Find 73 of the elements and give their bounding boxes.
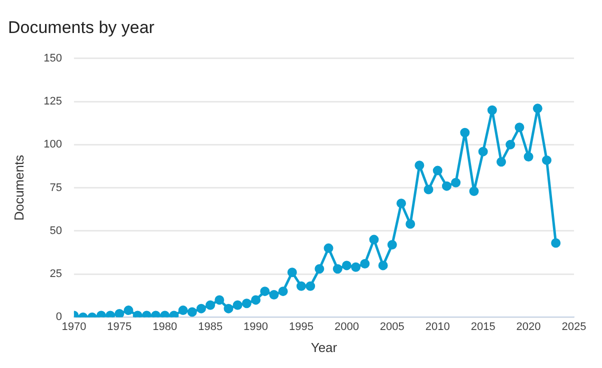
point <box>469 186 479 196</box>
x-axis-title: Year <box>310 340 338 355</box>
point <box>206 300 216 310</box>
point <box>324 243 334 253</box>
point <box>96 310 106 318</box>
point <box>487 105 497 115</box>
point <box>251 295 261 305</box>
x-tick-label: 2025 <box>562 320 586 333</box>
point <box>160 310 170 318</box>
point <box>232 300 242 310</box>
chart-title: Documents by year <box>8 18 155 37</box>
point <box>414 160 424 170</box>
y-axis-title: Documents <box>11 154 26 221</box>
point <box>478 146 488 156</box>
point <box>551 238 561 248</box>
point <box>506 140 516 150</box>
point <box>142 310 152 318</box>
x-tick-label: 2005 <box>380 320 404 333</box>
y-tick-label: 75 <box>50 182 62 194</box>
point <box>260 286 270 296</box>
point <box>106 310 116 318</box>
y-tick-label: 25 <box>50 268 62 280</box>
point <box>369 234 379 244</box>
point <box>460 128 470 138</box>
point <box>332 264 342 274</box>
point <box>151 310 161 318</box>
point <box>532 104 542 114</box>
point <box>196 304 206 314</box>
point <box>514 122 524 132</box>
x-tick-label: 1970 <box>62 320 86 333</box>
y-tick-label: 150 <box>44 52 62 64</box>
y-tick-label: 100 <box>44 138 62 151</box>
point <box>351 262 361 272</box>
point <box>406 219 416 229</box>
x-tick-label: 2000 <box>334 320 359 333</box>
x-tick-label: 2010 <box>425 320 450 333</box>
x-tick-label: 1980 <box>152 320 178 333</box>
point <box>378 260 388 270</box>
point <box>451 178 461 188</box>
x-tick-label: 2020 <box>516 320 541 333</box>
y-tick-label: 0 <box>56 311 62 324</box>
point <box>287 268 297 278</box>
point <box>496 157 506 167</box>
point <box>214 295 224 305</box>
point <box>342 260 352 270</box>
point <box>442 181 452 191</box>
x-tick-label: 1995 <box>289 320 314 333</box>
point <box>524 152 534 162</box>
point <box>224 304 234 314</box>
point <box>132 310 142 318</box>
x-tick-label: 1975 <box>107 320 132 333</box>
x-tick-label: 1985 <box>198 320 223 333</box>
point <box>296 281 306 291</box>
y-tick-label: 125 <box>44 96 62 108</box>
point <box>424 184 434 194</box>
point <box>306 281 316 291</box>
point <box>360 258 370 268</box>
point <box>314 264 324 274</box>
x-tick-label: 1990 <box>244 320 268 333</box>
point <box>124 306 134 316</box>
point <box>542 155 552 165</box>
point <box>178 306 188 316</box>
point <box>269 290 279 300</box>
x-tick-label: 2015 <box>470 320 496 333</box>
point <box>432 166 442 176</box>
point <box>278 286 288 296</box>
y-tick-label: 50 <box>50 224 62 237</box>
point <box>396 198 406 208</box>
point <box>242 298 252 308</box>
point <box>114 309 124 318</box>
point <box>387 240 397 250</box>
point <box>169 310 179 318</box>
point <box>187 307 197 317</box>
